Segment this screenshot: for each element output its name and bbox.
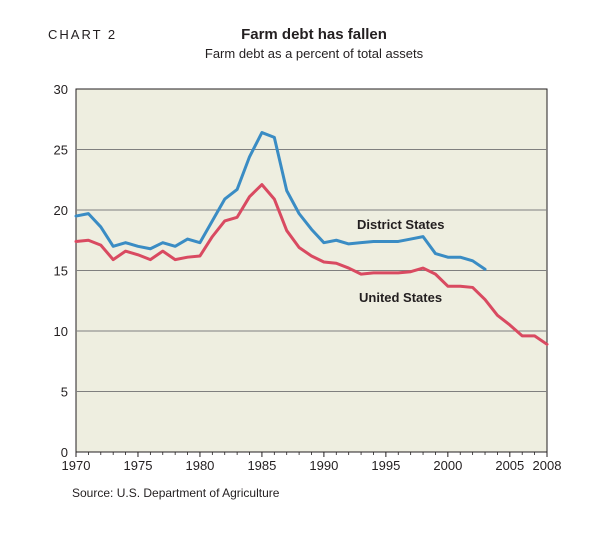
y-tick-label-0: 0 bbox=[61, 445, 68, 460]
series-line-united-states bbox=[74, 183, 549, 346]
y-tick-label-30: 30 bbox=[54, 82, 68, 97]
source-note: Source: U.S. Department of Agriculture bbox=[72, 486, 280, 500]
y-axis-ticks: 0 5 10 15 20 25 30 bbox=[54, 82, 68, 460]
chart-subtitle: Farm debt as a percent of total assets bbox=[204, 46, 424, 61]
x-axis-ticks: 1970 1975 1980 1985 1990 1995 2000 2005 2008 bbox=[62, 452, 562, 473]
chart-number-label: CHART 2 bbox=[48, 27, 118, 42]
x-tick-label-1975: 1975 bbox=[124, 458, 153, 473]
y-tick-label-5: 5 bbox=[61, 385, 68, 400]
series-lines bbox=[74, 131, 549, 346]
y-tick-label-10: 10 bbox=[54, 324, 68, 339]
x-tick-label-2000: 2000 bbox=[433, 458, 462, 473]
gridlines bbox=[76, 149, 547, 392]
x-tick-label-2008: 2008 bbox=[533, 458, 562, 473]
x-tick-label-1990: 1990 bbox=[309, 458, 338, 473]
series-label-district-states: District States bbox=[357, 217, 444, 232]
chart-title: Farm debt has fallen bbox=[241, 26, 387, 43]
x-tick-label-1985: 1985 bbox=[247, 458, 276, 473]
series-label-united-states: United States bbox=[359, 290, 442, 305]
x-tick-label-1980: 1980 bbox=[185, 458, 214, 473]
series-line-district-states bbox=[74, 131, 487, 271]
x-tick-label-2005: 2005 bbox=[495, 458, 524, 473]
y-tick-label-25: 25 bbox=[54, 143, 68, 158]
y-tick-label-20: 20 bbox=[54, 203, 68, 218]
x-tick-label-1970: 1970 bbox=[62, 458, 91, 473]
x-tick-label-1995: 1995 bbox=[371, 458, 400, 473]
y-tick-label-15: 15 bbox=[54, 264, 68, 279]
